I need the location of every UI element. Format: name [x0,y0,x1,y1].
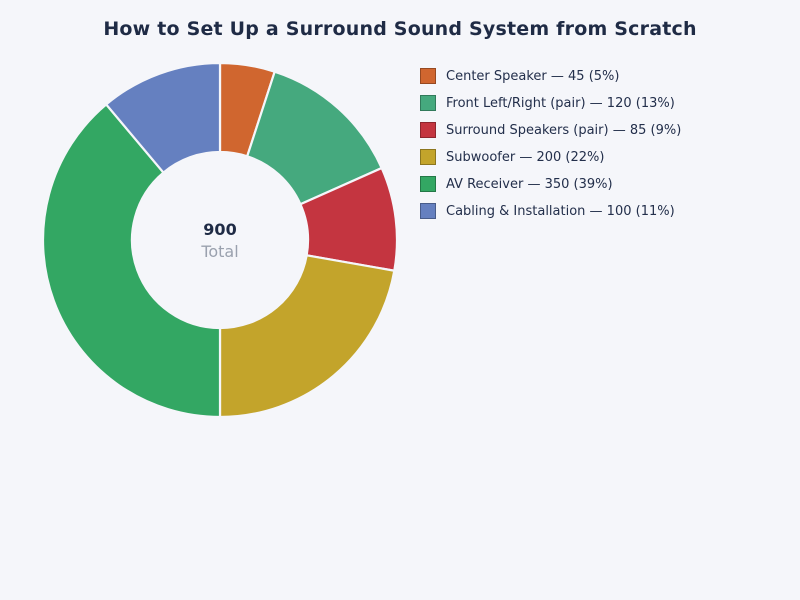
legend-item-5[interactable]: Cabling & Installation — 100 (11%) [420,203,681,219]
donut-slice-4[interactable] [42,103,222,418]
legend-swatch-icon [420,203,436,219]
legend-item-2[interactable]: Surround Speakers (pair) — 85 (9%) [420,122,681,138]
legend-swatch-icon [420,95,436,111]
chart-legend: Center Speaker — 45 (5%) Front Left/Right… [420,68,681,230]
legend-item-4[interactable]: AV Receiver — 350 (39%) [420,176,681,192]
legend-swatch-icon [420,149,436,165]
legend-label: AV Receiver — 350 (39%) [446,176,613,192]
donut-slice-3[interactable] [218,254,396,418]
legend-swatch-icon [420,176,436,192]
legend-label: Cabling & Installation — 100 (11%) [446,203,675,219]
legend-label: Front Left/Right (pair) — 120 (13%) [446,95,675,111]
legend-item-0[interactable]: Center Speaker — 45 (5%) [420,68,681,84]
legend-label: Surround Speakers (pair) — 85 (9%) [446,122,682,138]
legend-item-3[interactable]: Subwoofer — 200 (22%) [420,149,681,165]
legend-label: Center Speaker — 45 (5%) [446,68,620,84]
donut-slice-5[interactable] [105,62,222,174]
donut-svg [42,62,398,418]
legend-swatch-icon [420,122,436,138]
chart-title: How to Set Up a Surround Sound System fr… [103,18,697,40]
legend-item-1[interactable]: Front Left/Right (pair) — 120 (13%) [420,95,681,111]
legend-swatch-icon [420,68,436,84]
legend-label: Subwoofer — 200 (22%) [446,149,605,165]
donut-chart: 900 Total [42,62,398,418]
